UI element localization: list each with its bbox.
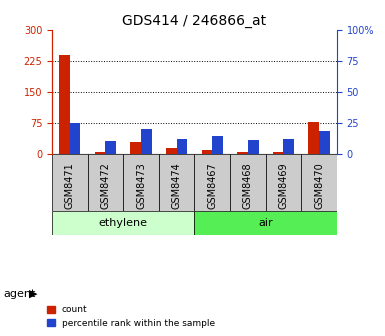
Bar [130, 142, 141, 154]
FancyBboxPatch shape [52, 154, 88, 211]
Bar [105, 141, 116, 154]
Text: GSM8468: GSM8468 [243, 162, 253, 209]
Bar [202, 150, 212, 154]
Bar [141, 129, 152, 154]
Text: GSM8469: GSM8469 [278, 162, 288, 209]
Bar [308, 122, 319, 154]
Bar [95, 152, 105, 154]
Text: air: air [258, 218, 273, 228]
FancyBboxPatch shape [52, 211, 194, 235]
FancyBboxPatch shape [301, 154, 337, 211]
Bar [283, 139, 294, 154]
FancyBboxPatch shape [123, 154, 159, 211]
Text: GSM8474: GSM8474 [172, 162, 182, 209]
Bar [248, 140, 259, 154]
Text: ▶: ▶ [29, 289, 38, 299]
Bar [177, 139, 187, 154]
Bar [319, 131, 330, 154]
FancyBboxPatch shape [194, 211, 337, 235]
Legend: count, percentile rank within the sample: count, percentile rank within the sample [43, 302, 219, 332]
Text: GSM8470: GSM8470 [314, 162, 324, 209]
Text: GSM8471: GSM8471 [65, 162, 75, 209]
Text: GSM8473: GSM8473 [136, 162, 146, 209]
Title: GDS414 / 246866_at: GDS414 / 246866_at [122, 14, 266, 28]
Bar [273, 152, 283, 154]
Text: GSM8472: GSM8472 [100, 162, 110, 209]
FancyBboxPatch shape [194, 154, 230, 211]
Bar [237, 152, 248, 154]
FancyBboxPatch shape [88, 154, 123, 211]
Bar [212, 136, 223, 154]
FancyBboxPatch shape [230, 154, 266, 211]
Bar [59, 55, 70, 154]
Text: ethylene: ethylene [99, 218, 148, 228]
Text: GSM8467: GSM8467 [207, 162, 217, 209]
Bar [166, 148, 177, 154]
FancyBboxPatch shape [266, 154, 301, 211]
Text: agent: agent [4, 289, 36, 299]
FancyBboxPatch shape [159, 154, 194, 211]
Bar [70, 123, 80, 154]
